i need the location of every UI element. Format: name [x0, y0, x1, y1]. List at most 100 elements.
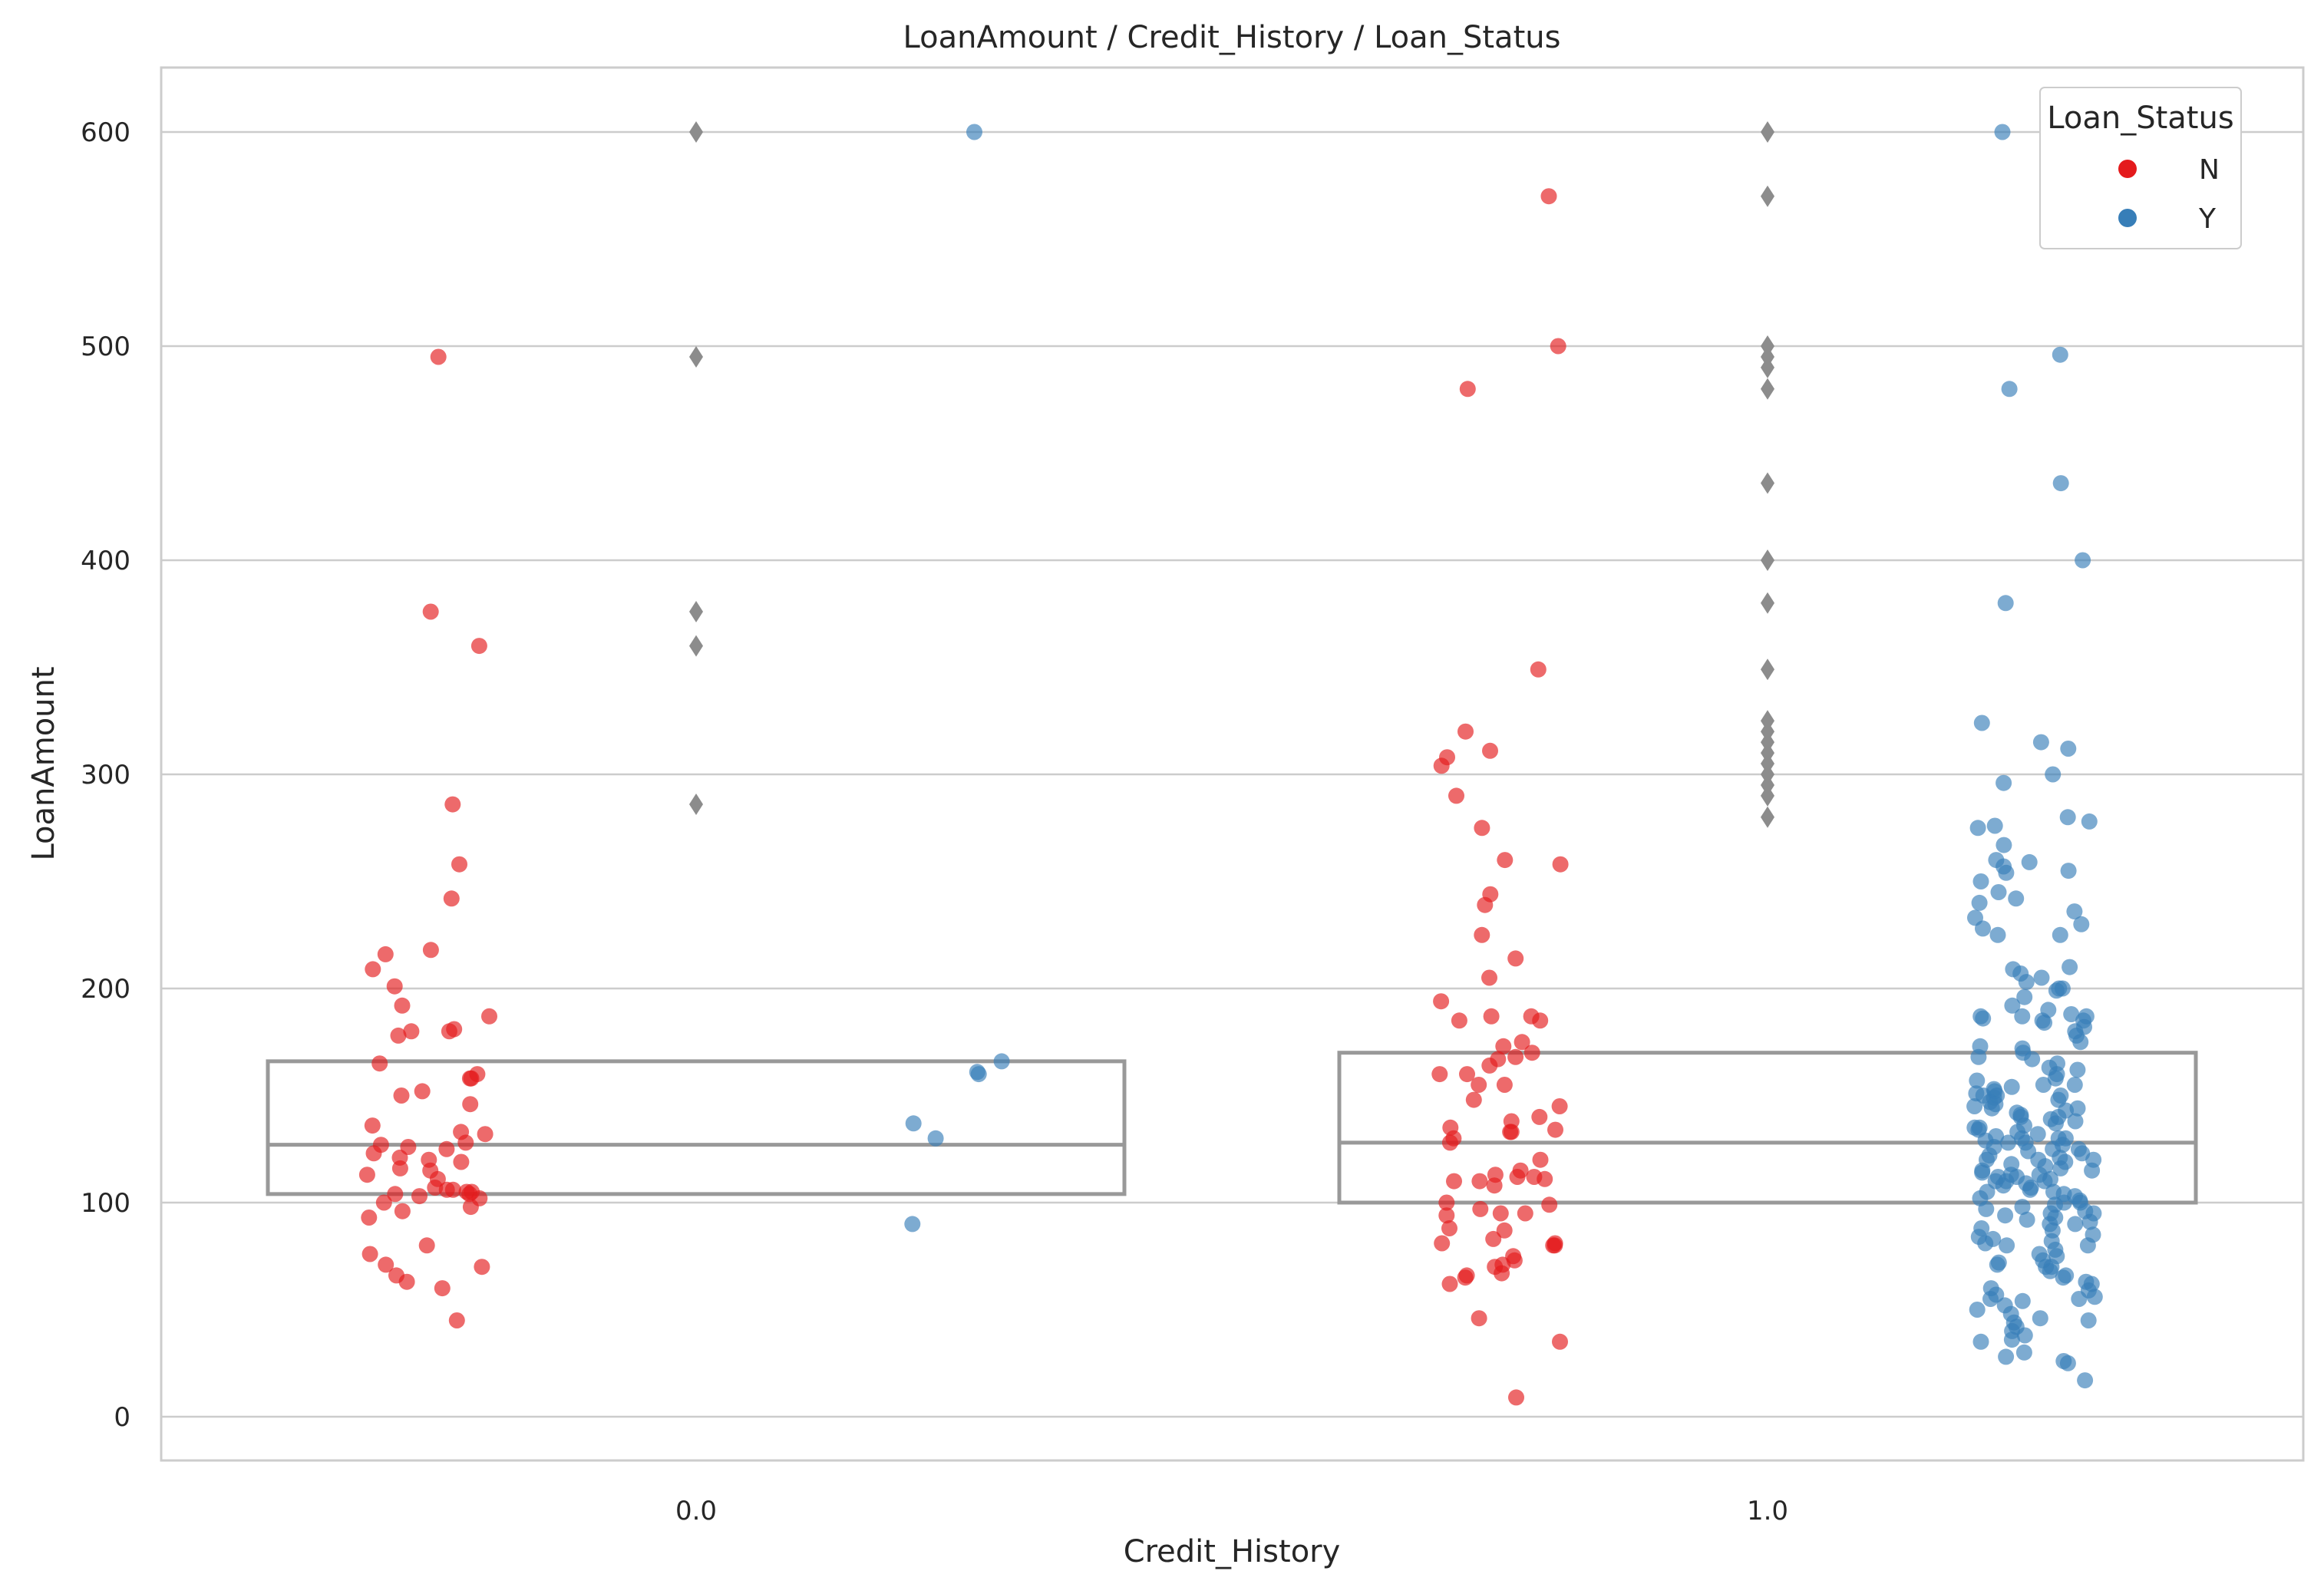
box-outlier — [1761, 472, 1774, 494]
y-tick-label: 600 — [81, 117, 130, 148]
data-point — [2084, 1162, 2101, 1179]
data-point — [1486, 1177, 1503, 1194]
data-point — [1471, 1077, 1487, 1093]
y-tick-labels: 0 100 200 300 400 500 600 — [81, 117, 130, 1433]
box-outlier — [1761, 549, 1774, 571]
data-point — [1483, 1008, 1500, 1025]
data-point — [441, 1023, 457, 1040]
legend-frame — [2039, 87, 2242, 249]
data-point — [398, 1273, 415, 1290]
data-point — [1441, 1276, 1458, 1292]
data-point — [2004, 997, 2021, 1014]
x-tick-labels: 0.0 1.0 — [675, 1496, 1788, 1526]
box-iqr — [1337, 1051, 2198, 1205]
data-point — [1497, 852, 1514, 869]
data-point — [2073, 916, 2090, 932]
data-point — [1503, 1124, 1520, 1140]
data-point — [2001, 381, 2018, 398]
data-point — [361, 1246, 378, 1262]
box-outlier — [689, 635, 703, 657]
y-tick-label: 200 — [81, 974, 130, 1005]
data-point — [1995, 1177, 2012, 1194]
legend-label-y: Y — [2198, 203, 2217, 235]
data-point — [2022, 1181, 2038, 1198]
data-point — [1465, 1091, 1482, 1108]
data-point — [2067, 1216, 2084, 1233]
data-point — [1537, 1170, 1553, 1187]
y-tick-label: 100 — [81, 1188, 130, 1219]
data-point — [1433, 757, 1450, 774]
data-point — [993, 1053, 1010, 1070]
data-point — [1986, 817, 2003, 834]
data-point — [394, 1203, 411, 1219]
data-point — [461, 1070, 478, 1087]
data-point — [414, 1083, 431, 1100]
data-point — [1474, 820, 1490, 837]
data-point — [1998, 864, 2015, 881]
data-point — [1989, 926, 2006, 943]
data-point — [2071, 1291, 2088, 1307]
box-1.0 — [1337, 121, 2198, 1205]
data-point — [1996, 837, 2012, 853]
data-point — [1446, 1173, 1462, 1190]
x-tick-label: 0.0 — [675, 1496, 717, 1526]
data-point — [1547, 1121, 1563, 1138]
data-point — [1472, 1200, 1489, 1217]
data-point — [1508, 1389, 1524, 1406]
data-point — [1438, 1194, 1455, 1211]
data-point — [1451, 1012, 1467, 1029]
series-Y-0.0 — [904, 124, 1010, 1233]
data-point — [1972, 1333, 1989, 1350]
data-point — [1532, 1012, 1549, 1029]
data-point — [1495, 1038, 1512, 1054]
plot-background — [160, 66, 2305, 1462]
data-point — [1973, 714, 1990, 731]
data-point — [2015, 1344, 2032, 1361]
data-point — [2047, 1070, 2064, 1087]
data-point — [1530, 661, 1547, 678]
data-point — [1509, 1169, 1526, 1185]
data-point — [2080, 1312, 2097, 1328]
data-point — [1998, 1348, 2015, 1365]
data-point — [2063, 1006, 2080, 1022]
y-tick-label: 500 — [81, 332, 130, 362]
data-point — [371, 1055, 388, 1072]
data-point — [1507, 950, 1524, 967]
data-point — [2067, 1113, 2084, 1130]
data-point — [470, 638, 487, 655]
data-point — [1974, 1164, 1991, 1181]
data-point — [430, 348, 447, 365]
data-point — [422, 603, 439, 620]
data-point — [390, 1027, 407, 1044]
data-point — [2072, 1034, 2089, 1051]
data-point — [2000, 1134, 2016, 1151]
data-point — [2048, 1115, 2064, 1132]
data-point — [462, 1199, 479, 1216]
data-point — [1434, 1235, 1451, 1252]
data-point — [2060, 863, 2077, 880]
data-point — [422, 942, 439, 959]
data-point — [2003, 1332, 2020, 1348]
legend: Loan_Status N Y — [2039, 87, 2242, 249]
data-point — [1972, 873, 1989, 889]
data-point — [2016, 988, 2033, 1005]
data-point — [1966, 1098, 1983, 1114]
data-point — [2036, 1173, 2053, 1190]
data-point — [1496, 1077, 1513, 1093]
data-point — [2052, 475, 2069, 492]
data-point — [2081, 1213, 2098, 1230]
data-point — [2032, 1310, 2048, 1327]
box-outlier — [689, 121, 703, 143]
data-point — [2079, 1237, 2096, 1254]
data-point — [2086, 1289, 2103, 1305]
legend-title: Loan_Status — [2047, 101, 2233, 136]
data-point — [2029, 1126, 2046, 1143]
data-point — [481, 1008, 497, 1025]
y-tick-label: 400 — [81, 546, 130, 576]
box-iqr — [266, 1059, 1127, 1196]
data-point — [387, 1186, 404, 1203]
series-Y-1.0 — [1966, 124, 2103, 1389]
data-point — [1541, 1196, 1558, 1213]
data-point — [1552, 856, 1569, 873]
data-point — [2014, 1008, 2031, 1025]
